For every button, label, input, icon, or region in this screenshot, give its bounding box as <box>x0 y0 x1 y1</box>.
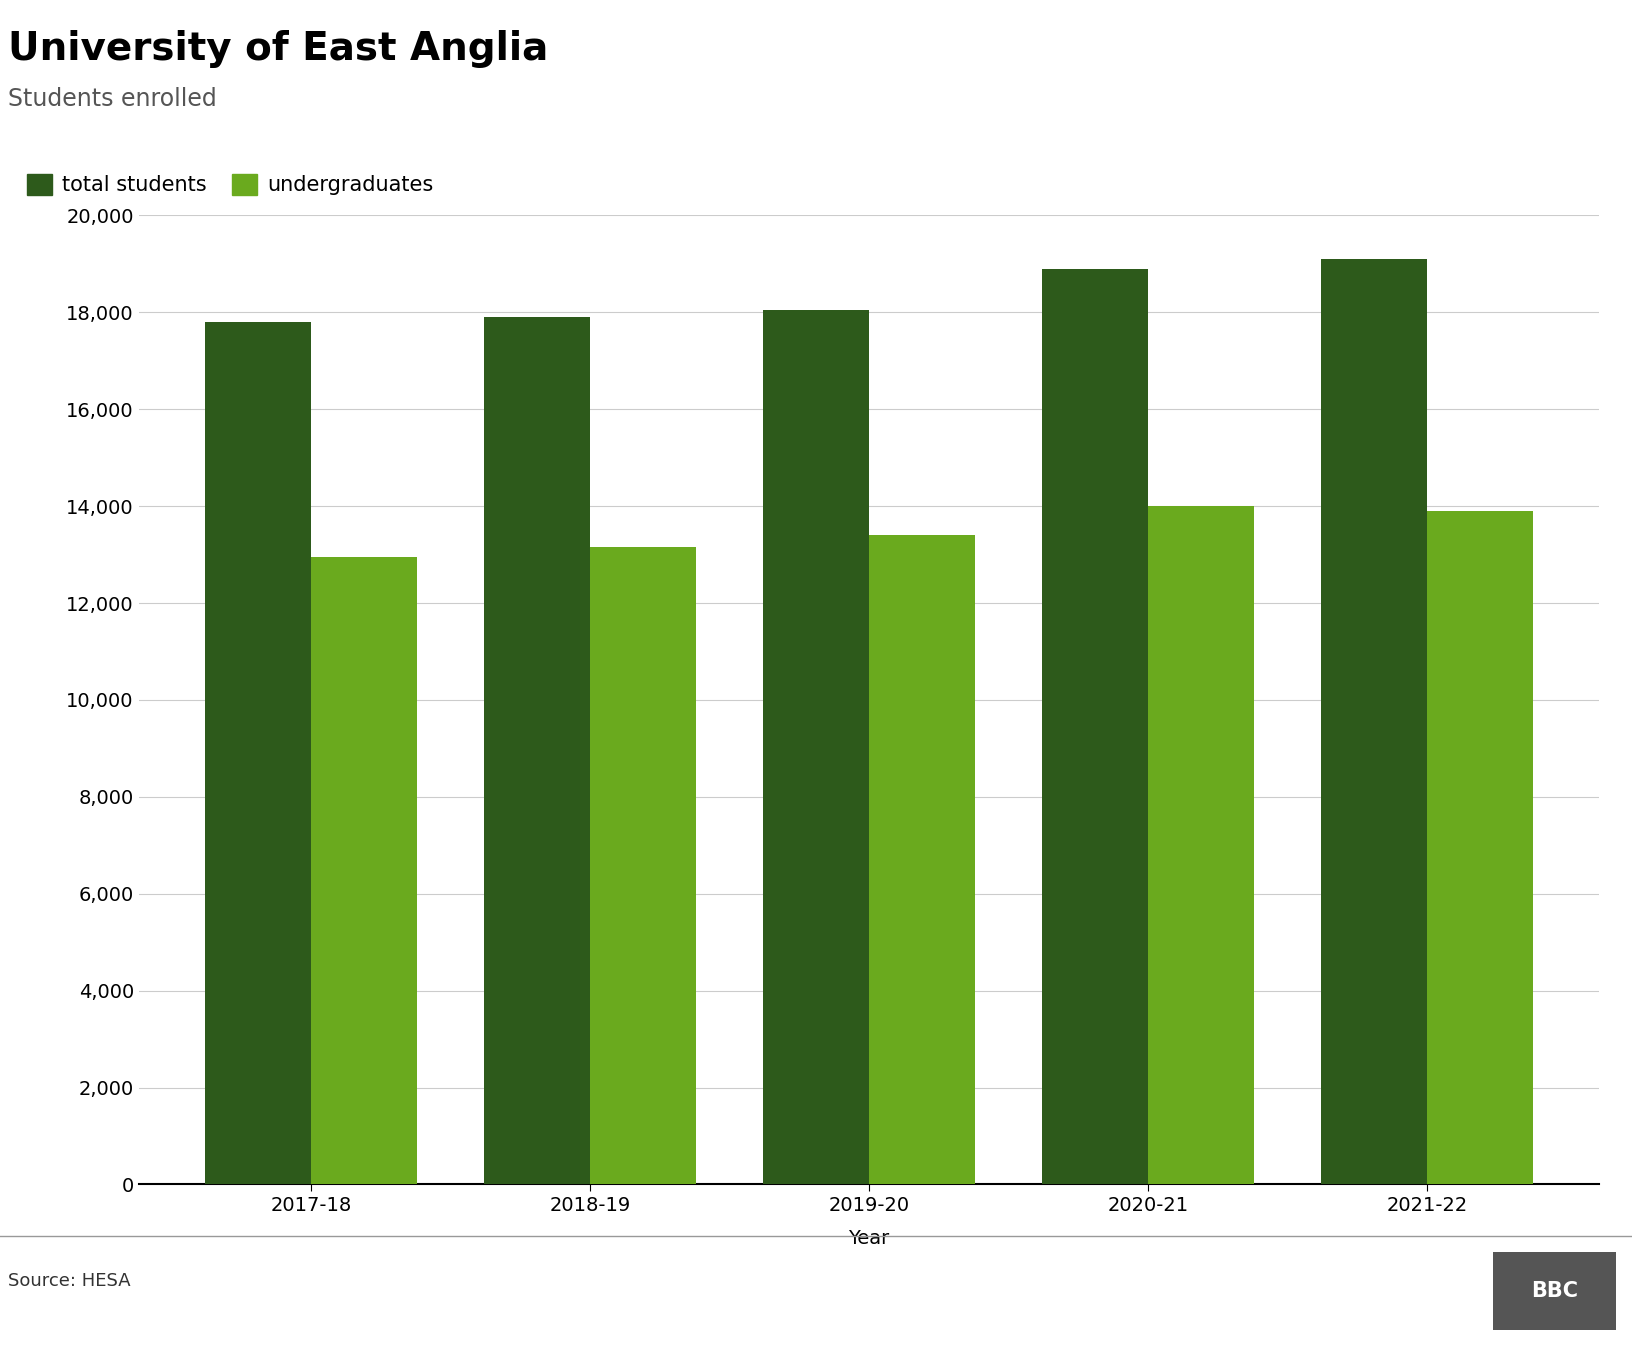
Bar <box>206 322 312 1184</box>
Bar <box>868 536 974 1184</box>
X-axis label: Year: Year <box>849 1229 889 1248</box>
Text: Source: HESA: Source: HESA <box>8 1272 131 1291</box>
Legend: total students, undergraduates: total students, undergraduates <box>18 166 442 203</box>
Text: BBC: BBC <box>1531 1281 1578 1300</box>
Bar <box>764 310 868 1184</box>
Text: University of East Anglia: University of East Anglia <box>8 30 548 67</box>
Bar <box>1041 269 1147 1184</box>
Bar <box>1147 506 1253 1184</box>
Bar <box>1426 511 1532 1184</box>
Bar <box>1320 258 1426 1184</box>
Bar <box>485 318 591 1184</box>
Text: Students enrolled: Students enrolled <box>8 87 217 112</box>
Bar <box>591 548 697 1184</box>
Bar <box>312 557 418 1184</box>
